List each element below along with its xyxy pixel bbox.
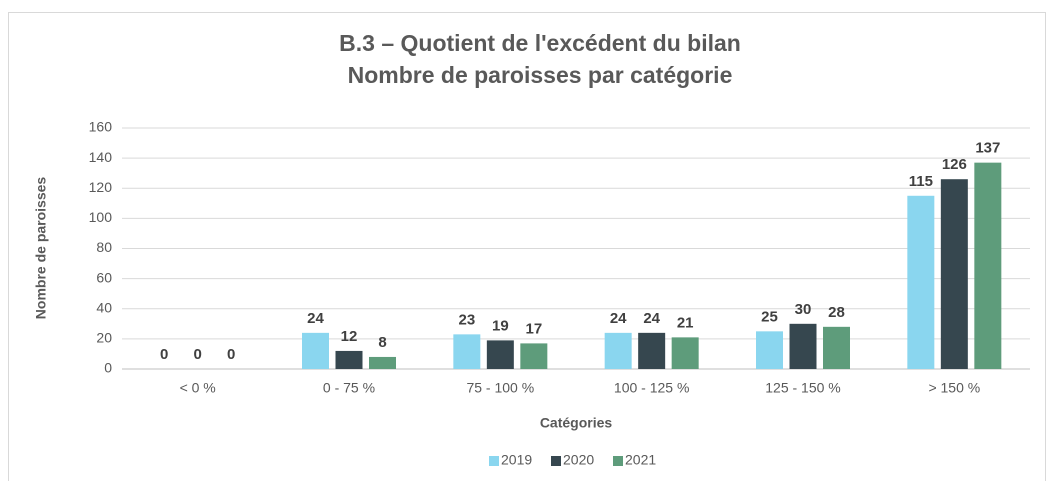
bar	[907, 195, 935, 369]
x-tick-label: 75 - 100 %	[466, 380, 534, 396]
y-tick-label: 140	[89, 149, 113, 165]
legend-label: 2020	[563, 452, 594, 468]
bar	[369, 356, 396, 369]
data-label: 24	[643, 310, 660, 327]
data-label: 30	[795, 301, 812, 318]
y-tick-label: 160	[89, 119, 113, 135]
bar	[453, 334, 481, 369]
chart-subtitle: Nombre de paroisses par catégorie	[348, 62, 733, 88]
x-tick-label: 100 - 125 %	[614, 380, 690, 396]
bar	[335, 350, 363, 369]
y-tick-label: 120	[89, 179, 113, 195]
legend-swatch	[551, 456, 561, 466]
legend-swatch	[613, 456, 623, 466]
data-label: 126	[942, 156, 967, 173]
y-tick-label: 100	[89, 209, 113, 225]
y-tick-label: 20	[96, 330, 112, 346]
x-tick-label: < 0 %	[180, 380, 216, 396]
data-label: 0	[193, 346, 201, 363]
bar	[974, 162, 1002, 369]
bar	[604, 332, 632, 369]
bar	[756, 331, 783, 369]
data-label: 23	[458, 311, 475, 328]
bar	[671, 337, 699, 369]
legend-label: 2019	[501, 452, 532, 468]
data-label: 24	[307, 310, 324, 327]
data-label: 0	[227, 346, 235, 363]
data-label: 19	[492, 317, 509, 334]
x-tick-label: 125 - 150 %	[765, 380, 841, 396]
x-tick-label: > 150 %	[928, 380, 980, 396]
data-label: 0	[160, 346, 168, 363]
legend-label: 2021	[625, 452, 656, 468]
data-label: 21	[677, 314, 694, 331]
y-tick-label: 60	[96, 269, 112, 285]
chart-frame	[8, 12, 1046, 481]
data-label: 12	[341, 328, 358, 345]
data-label: 28	[828, 304, 845, 321]
y-tick-label: 0	[104, 360, 112, 376]
data-label: 25	[761, 308, 778, 325]
chart-title: B.3 – Quotient de l'excédent du bilan	[339, 30, 741, 56]
bar	[486, 340, 514, 369]
legend-swatch	[489, 456, 499, 466]
y-axis-title: Nombre de paroisses	[33, 177, 49, 320]
x-axis-title: Catégories	[540, 415, 613, 431]
x-tick-label: 0 - 75 %	[323, 380, 375, 396]
data-label: 115	[909, 173, 933, 190]
data-label: 24	[610, 310, 627, 327]
bar	[940, 179, 968, 369]
bar	[789, 323, 817, 369]
data-label: 8	[378, 334, 386, 351]
y-tick-label: 40	[96, 299, 112, 315]
data-label: 17	[525, 320, 542, 337]
bar	[638, 332, 666, 369]
bar	[823, 326, 850, 369]
data-label: 137	[975, 140, 1000, 157]
bar	[302, 332, 329, 369]
bar	[520, 343, 548, 369]
y-tick-label: 80	[96, 239, 112, 255]
